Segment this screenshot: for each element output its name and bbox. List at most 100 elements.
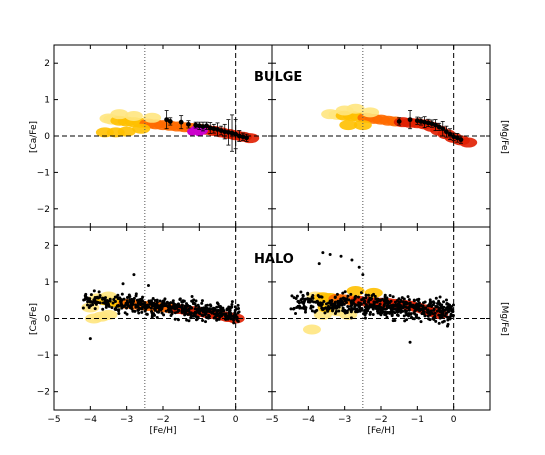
ticks: −5 −4 −3 −2 −1 0	[265, 227, 490, 425]
density-cell	[346, 286, 365, 297]
data-point	[433, 122, 438, 128]
x-tick-label: −5	[47, 415, 60, 425]
data-point	[210, 311, 214, 315]
data-point	[360, 308, 364, 312]
data-point	[402, 297, 406, 301]
data-point	[189, 306, 193, 310]
data-point	[125, 306, 129, 310]
data-point	[186, 121, 191, 127]
density-cell	[117, 126, 136, 137]
data-point	[312, 300, 316, 304]
data-point	[229, 312, 233, 316]
x-tick-label: −4	[302, 415, 316, 425]
data-point	[299, 298, 303, 302]
x-tick-label: 0	[451, 415, 457, 425]
data-point	[120, 298, 124, 302]
data-point	[407, 308, 411, 312]
ticks: −5 −4 −3 −2 −1 0 −2 −1 0 1 2	[37, 227, 272, 425]
data-point	[194, 304, 198, 308]
data-point	[438, 295, 442, 299]
data-point	[150, 315, 154, 319]
data-point	[340, 303, 344, 307]
ylabel-bulge-mg: [Mg/Fe]	[499, 120, 509, 154]
data-point	[106, 299, 110, 303]
data-point	[302, 302, 306, 306]
data-point	[146, 284, 150, 288]
data-point	[345, 301, 349, 305]
data-point	[415, 298, 419, 302]
data-point	[236, 133, 242, 139]
data-point	[182, 299, 186, 303]
data-point	[428, 298, 432, 302]
data-point	[352, 298, 356, 302]
data-point	[438, 310, 442, 314]
data-point	[160, 307, 164, 311]
density-cell	[110, 109, 129, 120]
data-point	[413, 312, 417, 316]
data-point	[219, 314, 223, 318]
data-point	[237, 307, 241, 311]
x-tick-label: −4	[84, 415, 98, 425]
data-point	[375, 307, 379, 311]
x-tick-label: −2	[156, 415, 169, 425]
data-point	[367, 298, 371, 302]
data-point	[306, 291, 310, 295]
data-point	[331, 309, 335, 313]
data-point	[187, 319, 191, 323]
y-tick-label: −2	[37, 205, 50, 215]
panels-layer: −2 −1 0 1 2 −5 −4 −3 −2 −1 0 −2 −1 0 1 2 −5 −4 −3 −2 −1 0	[37, 44, 491, 425]
density-cell	[346, 103, 365, 114]
data-point	[413, 309, 417, 313]
data-point	[236, 303, 240, 307]
data-point	[401, 306, 405, 310]
density-cell	[459, 137, 478, 148]
data-point	[134, 305, 138, 309]
data-point	[195, 317, 199, 321]
data-point	[232, 318, 236, 322]
data-point	[396, 302, 400, 306]
data-point	[126, 302, 130, 306]
data-point	[320, 306, 324, 310]
data-point	[341, 301, 345, 305]
data-point	[112, 298, 116, 302]
data-point	[419, 320, 423, 324]
data-point	[98, 301, 102, 305]
data-point	[101, 301, 105, 305]
data-point	[97, 290, 101, 294]
data-point	[426, 304, 430, 308]
data-point	[405, 318, 409, 322]
data-point	[422, 301, 426, 305]
data-point	[399, 310, 403, 314]
data-point	[164, 117, 170, 123]
data-point	[104, 305, 108, 309]
ticks: −2 −1 0 1 2	[37, 45, 272, 227]
data-point	[204, 320, 208, 324]
data-point	[215, 305, 219, 309]
data-point	[416, 303, 420, 307]
data-point	[173, 317, 177, 321]
data-point	[153, 298, 157, 302]
data-point	[429, 121, 435, 127]
data-point	[401, 300, 405, 304]
data-point	[216, 309, 220, 313]
data-point	[447, 306, 451, 310]
data-point	[137, 311, 141, 315]
density-cell	[124, 110, 143, 121]
data-point	[81, 306, 85, 310]
data-point	[445, 315, 449, 319]
data-point	[165, 300, 169, 304]
data-point	[412, 317, 416, 321]
data-point	[306, 300, 310, 304]
data-point	[194, 299, 198, 303]
data-point	[196, 123, 202, 129]
data-point	[141, 305, 145, 309]
data-point	[385, 296, 389, 300]
data-point	[448, 315, 452, 319]
data-point	[366, 306, 370, 310]
data-point	[192, 314, 196, 318]
data-point	[217, 305, 221, 309]
data-point	[200, 301, 204, 305]
data-point	[372, 302, 376, 306]
data-point	[316, 293, 320, 297]
data-point	[141, 295, 145, 299]
